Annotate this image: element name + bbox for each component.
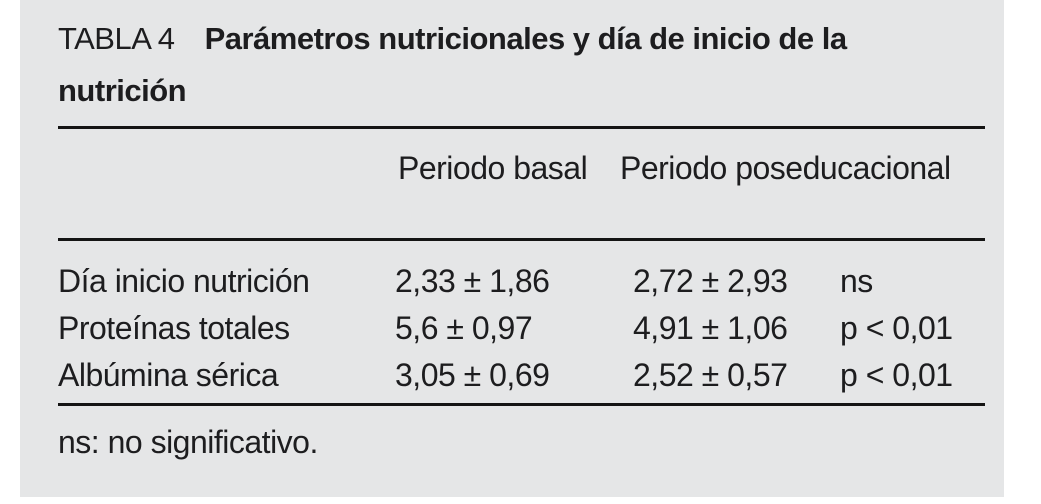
row-post-value: 4,91 ± 1,06 xyxy=(633,310,788,346)
table-body: Día inicio nutrición 2,33 ± 1,86 2,72 ± … xyxy=(58,258,985,399)
rule-top xyxy=(58,126,985,129)
row-param: Proteínas totales xyxy=(58,310,290,346)
table-title: TABLA 4 Parámetros nutricionales y día de… xyxy=(58,13,978,117)
row-significance: p < 0,01 xyxy=(840,310,953,346)
rule-bottom xyxy=(58,403,985,406)
row-post-value: 2,52 ± 0,57 xyxy=(633,357,788,393)
table-footnote: ns: no significativo. xyxy=(58,424,318,460)
row-post-value: 2,72 ± 2,93 xyxy=(633,263,788,299)
row-significance: ns xyxy=(840,263,873,299)
table-title-text: Parámetros nutricionales y día de inicio… xyxy=(58,21,847,108)
row-significance: p < 0,01 xyxy=(840,357,953,393)
header-spacer xyxy=(58,144,398,193)
rule-mid xyxy=(58,238,985,241)
header-periodo-basal: Periodo basal xyxy=(398,150,588,186)
table-panel: TABLA 4 Parámetros nutricionales y día de… xyxy=(20,0,1004,497)
row-param: Albúmina sérica xyxy=(58,357,279,393)
table-header-row: Periodo basal Periodo poseducacional xyxy=(58,144,985,193)
row-basal-value: 3,05 ± 0,69 xyxy=(395,357,550,393)
row-basal-value: 5,6 ± 0,97 xyxy=(395,310,533,346)
row-param: Día inicio nutrición xyxy=(58,263,310,299)
table-number-label: TABLA 4 xyxy=(58,21,175,56)
row-basal-value: 2,33 ± 1,86 xyxy=(395,263,550,299)
header-periodo-poseducacional: Periodo poseducacional xyxy=(620,150,951,186)
